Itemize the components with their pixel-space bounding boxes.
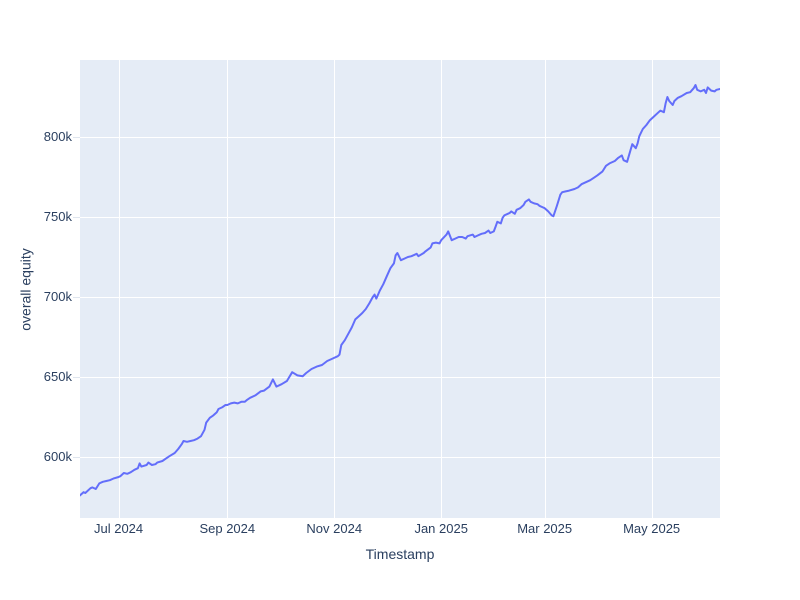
y-tick-mark [73,217,80,218]
x-tick-label: May 2025 [623,521,681,536]
plot-area[interactable] [80,60,720,518]
x-tick-label: Jul 2024 [93,521,144,536]
y-tick-mark [73,457,80,458]
x-tick-label: Jan 2025 [414,521,468,536]
plot-background [80,60,720,518]
x-axis-title: Timestamp [365,546,435,562]
y-tick-label: 750k [43,209,72,224]
plot-canvas [80,60,720,518]
y-tick-label: 650k [43,369,72,384]
y-tick-label: 600k [43,449,72,464]
y-tick-mark [73,137,80,138]
x-tick-label: Mar 2025 [517,521,573,536]
y-tick-mark [73,297,80,298]
y-axis-title: overall equity [17,248,34,331]
equity-line-series [80,84,720,497]
y-tick-label: 700k [43,289,72,304]
y-tick-mark [73,377,80,378]
x-tick-label: Sep 2024 [199,521,256,536]
y-tick-label: 800k [43,129,72,144]
x-tick-label: Nov 2024 [306,521,363,536]
